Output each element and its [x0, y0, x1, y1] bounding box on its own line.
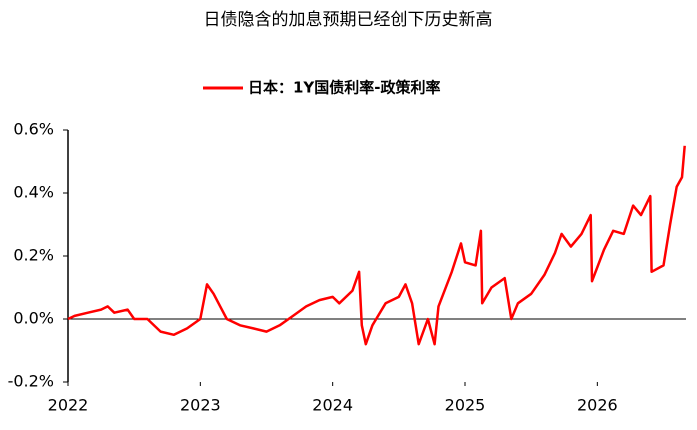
y-tick-label: 0.4%	[13, 183, 54, 202]
x-tick-label: 2026	[577, 396, 618, 415]
data-line	[67, 145, 686, 346]
y-tick-label: -0.2%	[8, 372, 54, 391]
y-tick-label: 0.0%	[13, 309, 54, 328]
x-tick-label: 2023	[180, 396, 221, 415]
x-tick-label: 2024	[312, 396, 353, 415]
x-tick-label: 2022	[48, 396, 89, 415]
y-tick-label: 0.2%	[13, 246, 54, 265]
x-tick-label: 2025	[445, 396, 486, 415]
y-tick-label: 0.6%	[13, 120, 54, 139]
chart-title: 日债隐含的加息预期已经创下历史新高	[204, 10, 493, 30]
legend-label: 日本：1Y国债利率-政策利率	[248, 79, 441, 97]
